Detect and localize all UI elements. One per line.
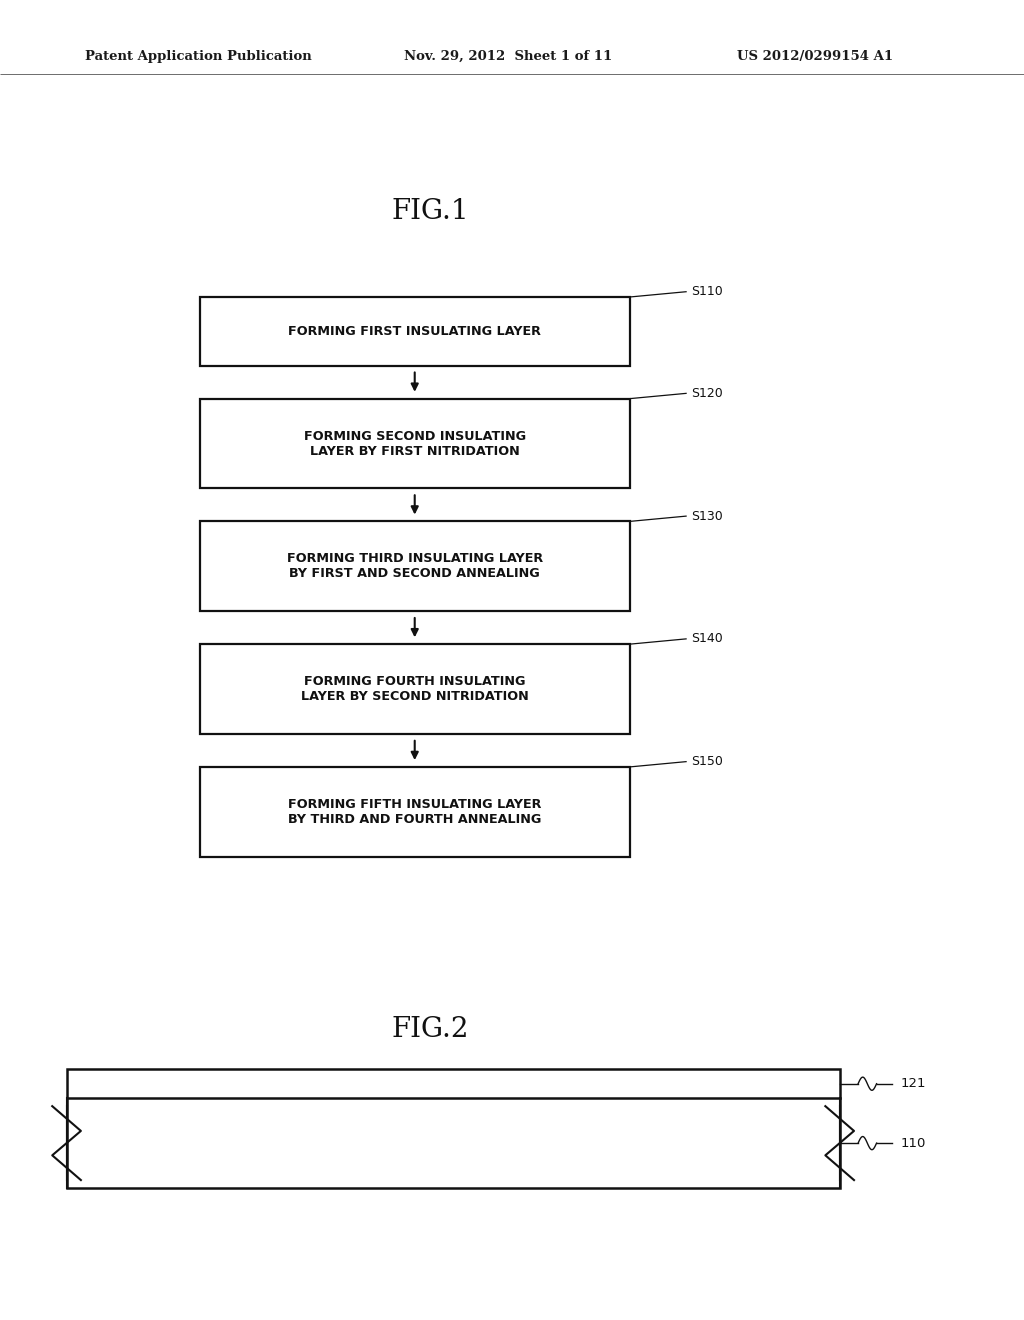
Text: FIG.2: FIG.2 — [391, 1016, 469, 1043]
Text: 110: 110 — [900, 1137, 926, 1150]
Text: Patent Application Publication: Patent Application Publication — [85, 50, 311, 63]
Bar — [200, 399, 630, 488]
Text: FORMING FIFTH INSULATING LAYER
BY THIRD AND FOURTH ANNEALING: FORMING FIFTH INSULATING LAYER BY THIRD … — [288, 797, 542, 826]
Text: S130: S130 — [691, 510, 723, 523]
Bar — [200, 297, 630, 366]
Bar — [200, 767, 630, 857]
Text: S140: S140 — [691, 632, 723, 645]
Text: S150: S150 — [691, 755, 723, 768]
Text: S110: S110 — [691, 285, 723, 298]
Text: 121: 121 — [900, 1077, 926, 1090]
Text: US 2012/0299154 A1: US 2012/0299154 A1 — [737, 50, 893, 63]
Bar — [67, 1069, 840, 1188]
Text: Nov. 29, 2012  Sheet 1 of 11: Nov. 29, 2012 Sheet 1 of 11 — [404, 50, 612, 63]
Text: FORMING FIRST INSULATING LAYER: FORMING FIRST INSULATING LAYER — [289, 325, 541, 338]
Bar — [200, 644, 630, 734]
Text: S120: S120 — [691, 387, 723, 400]
Text: FIG.1: FIG.1 — [391, 198, 469, 224]
Text: FORMING THIRD INSULATING LAYER
BY FIRST AND SECOND ANNEALING: FORMING THIRD INSULATING LAYER BY FIRST … — [287, 552, 543, 581]
Text: FORMING FOURTH INSULATING
LAYER BY SECOND NITRIDATION: FORMING FOURTH INSULATING LAYER BY SECON… — [301, 675, 528, 704]
Bar — [200, 521, 630, 611]
Text: FORMING SECOND INSULATING
LAYER BY FIRST NITRIDATION: FORMING SECOND INSULATING LAYER BY FIRST… — [304, 429, 525, 458]
